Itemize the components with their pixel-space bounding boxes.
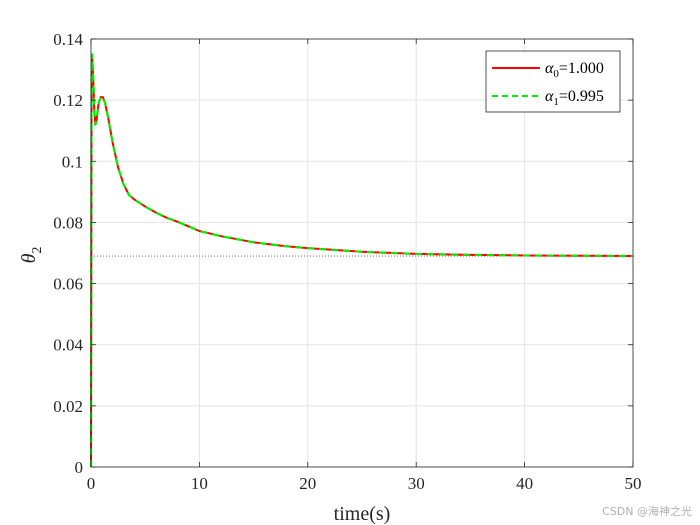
x-tick-label: 10 xyxy=(191,474,208,493)
series-line-1 xyxy=(89,53,634,468)
plot-frame xyxy=(90,38,634,468)
y-axis-label-symbol: θ xyxy=(18,253,40,263)
axis-ticks xyxy=(90,38,634,468)
y-axis-label-subscript: 2 xyxy=(30,247,45,254)
y-tick-label: 0.12 xyxy=(53,91,83,110)
svg-text:θ2: θ2 xyxy=(18,247,45,264)
x-tick-label: 20 xyxy=(299,474,316,493)
x-tick-labels: 0 10 20 30 40 50 xyxy=(87,474,642,493)
legend-label-series-1: α1=0.995 xyxy=(545,88,604,108)
x-tick-label: 50 xyxy=(625,474,642,493)
x-tick-label: 30 xyxy=(408,474,425,493)
y-axis-label: θ2 xyxy=(18,247,45,264)
y-tick-label: 0.06 xyxy=(53,275,83,294)
x-tick-label: 0 xyxy=(87,474,96,493)
y-tick-label: 0.08 xyxy=(53,213,83,232)
legend-box xyxy=(485,50,621,113)
y-tick-label: 0.02 xyxy=(53,397,83,416)
watermark: CSDN @海神之光 xyxy=(602,504,692,518)
series-layer xyxy=(89,53,634,468)
y-tick-label: 0.04 xyxy=(53,336,83,355)
legend: α0=1.000 α1=0.995 xyxy=(485,50,621,113)
y-tick-label: 0.1 xyxy=(62,152,83,171)
legend-label-series-0: α0=1.000 xyxy=(545,60,604,80)
y-tick-labels: 0 0.02 0.04 0.06 0.08 0.1 0.12 0.14 xyxy=(53,30,83,477)
y-tick-label: 0.14 xyxy=(53,30,83,49)
y-tick-label: 0 xyxy=(75,458,84,477)
x-axis-label: time(s) xyxy=(334,503,391,525)
x-tick-label: 40 xyxy=(516,474,533,493)
